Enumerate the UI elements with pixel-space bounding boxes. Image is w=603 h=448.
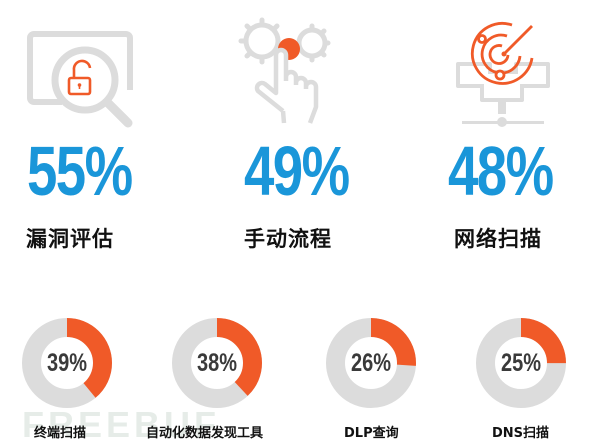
donut-value: 38% xyxy=(196,349,238,377)
donut-value: 25% xyxy=(500,349,542,377)
donut-label-dlp-query: DLP查询 xyxy=(344,426,399,441)
stat-label-manual-process: 手动流程 xyxy=(244,227,332,251)
donut-label-auto-data-discovery: 自动化数据发现工具 xyxy=(146,426,264,441)
magnifier-unlock-icon xyxy=(22,30,142,135)
donut-auto-data-discovery: 38% xyxy=(171,317,263,409)
stat-label-vuln-assessment: 漏洞评估 xyxy=(26,227,114,251)
donut-value: 39% xyxy=(46,349,88,377)
stat-value-network-scan: 48% xyxy=(448,132,554,210)
watermark: FREEBUF xyxy=(22,404,220,445)
stat-value-vuln-assessment: 55% xyxy=(27,132,133,210)
radar-network-icon xyxy=(452,18,562,130)
donut-label-dns-scan: DNS扫描 xyxy=(492,426,550,441)
donut-value: 26% xyxy=(350,349,392,377)
stat-value-manual-process: 49% xyxy=(244,132,350,210)
stat-label-network-scan: 网络扫描 xyxy=(454,227,542,251)
donut-label-endpoint-scan: 终端扫描 xyxy=(34,426,87,441)
hand-gear-icon xyxy=(238,15,338,130)
donut-dns-scan: 25% xyxy=(475,317,567,409)
donut-dlp-query: 26% xyxy=(325,317,417,409)
donut-endpoint-scan: 39% xyxy=(21,317,113,409)
